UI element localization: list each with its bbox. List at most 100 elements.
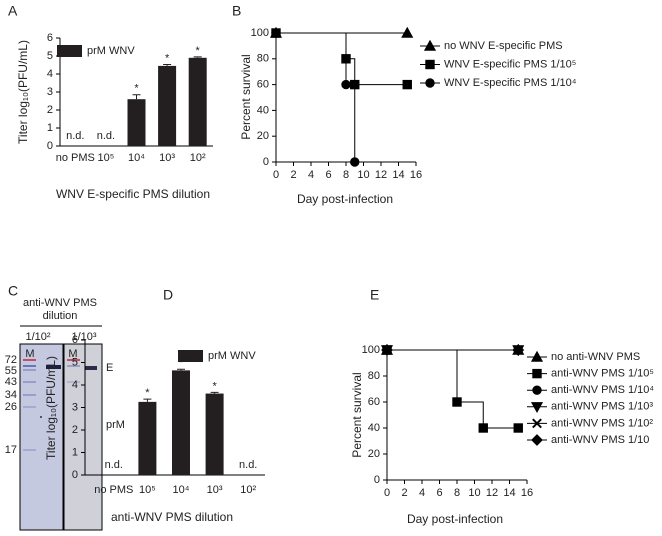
marker — [452, 397, 462, 407]
x-tick-label: 10² — [240, 484, 256, 496]
survival-line — [276, 32, 356, 162]
y-tick-label: 60 — [368, 396, 380, 408]
y-tick-label: 6 — [72, 334, 78, 346]
y-tick-label: 40 — [257, 104, 269, 116]
y-tick-label: 0 — [72, 469, 78, 481]
y-tick-label: 80 — [368, 370, 380, 382]
x-tick-label: 10³ — [207, 484, 223, 496]
x-tick-label: 10 — [357, 169, 369, 181]
y-axis-title: Percent survival — [350, 372, 364, 457]
marker — [478, 423, 488, 433]
y-tick-label: 3 — [72, 401, 78, 413]
y-tick-label: 100 — [251, 27, 269, 39]
x-tick-label: no PMS — [94, 484, 133, 496]
legend-marker — [530, 350, 544, 362]
y-tick-label: 6 — [47, 32, 53, 44]
legend-label: WNV E-specific PMS 1/10⁵ — [444, 58, 576, 70]
legend-marker — [423, 39, 437, 51]
size-label: 17 — [5, 444, 17, 456]
band-label: E — [106, 362, 113, 374]
marker — [271, 28, 281, 38]
panel-label: E — [370, 287, 379, 303]
error-bar — [210, 391, 219, 394]
x-tick-label: 12 — [486, 487, 498, 499]
protein-spot — [40, 416, 42, 418]
annotation: * — [179, 357, 184, 369]
annotation: * — [212, 380, 217, 392]
bar — [138, 401, 157, 475]
y-tick-label: 2 — [72, 424, 78, 436]
legend-marker — [532, 368, 542, 379]
y-tick-label: 60 — [257, 79, 269, 91]
x-axis-title: anti-WNV PMS dilution — [111, 510, 233, 524]
lane-label: 1/10² — [25, 331, 50, 343]
y-axis-title: Percent survival — [239, 54, 253, 139]
x-tick-label: 16 — [410, 169, 422, 181]
gel-lane-image — [63, 343, 103, 531]
annotation: * — [196, 45, 201, 57]
gel-title: dilution — [43, 310, 78, 322]
y-tick-label: 5 — [72, 356, 78, 368]
x-tick-label: 10⁴ — [128, 152, 145, 164]
x-tick-label: 14 — [392, 169, 404, 181]
y-tick-label: 3 — [47, 86, 53, 98]
survival-line — [387, 349, 519, 429]
size-label: 72 — [5, 354, 17, 366]
panel-label: B — [232, 3, 241, 19]
x-tick-label: 0 — [384, 487, 390, 499]
legend-swatch — [178, 350, 203, 362]
marker — [341, 79, 351, 90]
legend-marker — [425, 78, 435, 88]
x-tick-label: 10⁵ — [98, 152, 115, 164]
size-label: 43 — [5, 376, 17, 388]
panel-label: A — [8, 3, 18, 19]
y-tick-label: 1 — [47, 122, 53, 134]
legend-label: anti-WNV PMS 1/10³ — [551, 401, 653, 413]
legend-swatch — [57, 45, 82, 57]
x-tick-label: 10³ — [159, 152, 175, 164]
size-label: 55 — [5, 365, 17, 377]
x-tick-label: 4 — [308, 169, 314, 181]
bar — [158, 65, 177, 146]
size-label: 34 — [5, 389, 17, 401]
legend-label: anti-WNV PMS 1/10⁵ — [551, 368, 654, 380]
marker — [402, 79, 412, 90]
x-axis-title: Day post-infection — [297, 192, 393, 206]
x-tick-label: 6 — [325, 169, 331, 181]
bar — [188, 57, 207, 146]
x-tick-label: 8 — [454, 487, 460, 499]
gel-title: anti-WNV PMS — [23, 297, 97, 309]
y-tick-label: 80 — [257, 53, 269, 65]
y-tick-label: 1 — [72, 446, 78, 458]
annotation: * — [134, 83, 139, 95]
annotation: n.d. — [105, 459, 123, 471]
legend-marker — [531, 434, 543, 446]
x-tick-label: 8 — [343, 169, 349, 181]
marker-lane-label: M — [25, 348, 34, 360]
legend-label: anti-WNV PMS 1/10² — [551, 417, 653, 429]
lane-label: 1/10³ — [71, 331, 96, 343]
y-tick-label: 2 — [47, 104, 53, 116]
annotation: * — [145, 387, 150, 399]
y-tick-label: 4 — [72, 379, 78, 391]
annotation: n.d. — [66, 130, 84, 142]
x-tick-label: 16 — [521, 487, 533, 499]
legend-label: anti-WNV PMS 1/10⁴ — [551, 384, 654, 396]
x-axis-title: WNV E-specific PMS dilution — [56, 187, 210, 201]
y-axis-title: Titer log₁₀(PFU/mL) — [44, 356, 58, 460]
x-tick-label: 2 — [401, 487, 407, 499]
legend-label: prM WNV — [87, 45, 135, 57]
error-bar — [143, 398, 152, 402]
legend-label: no WNV E-specific PMS — [444, 40, 563, 52]
legend-label: WNV E-specific PMS 1/10⁴ — [444, 77, 577, 89]
x-tick-label: 0 — [273, 169, 279, 181]
gel-panel: anti-WNV PMS dilution 1/10² 1/10³ M M 72… — [5, 297, 125, 531]
panel-label: D — [163, 287, 173, 303]
x-axis-title: Day post-infection — [407, 512, 503, 526]
ladder — [23, 359, 80, 451]
legend-label: no anti-WNV PMS — [551, 351, 640, 363]
bar — [205, 393, 224, 475]
error-bar — [163, 63, 172, 66]
band-label: prM — [106, 419, 125, 431]
